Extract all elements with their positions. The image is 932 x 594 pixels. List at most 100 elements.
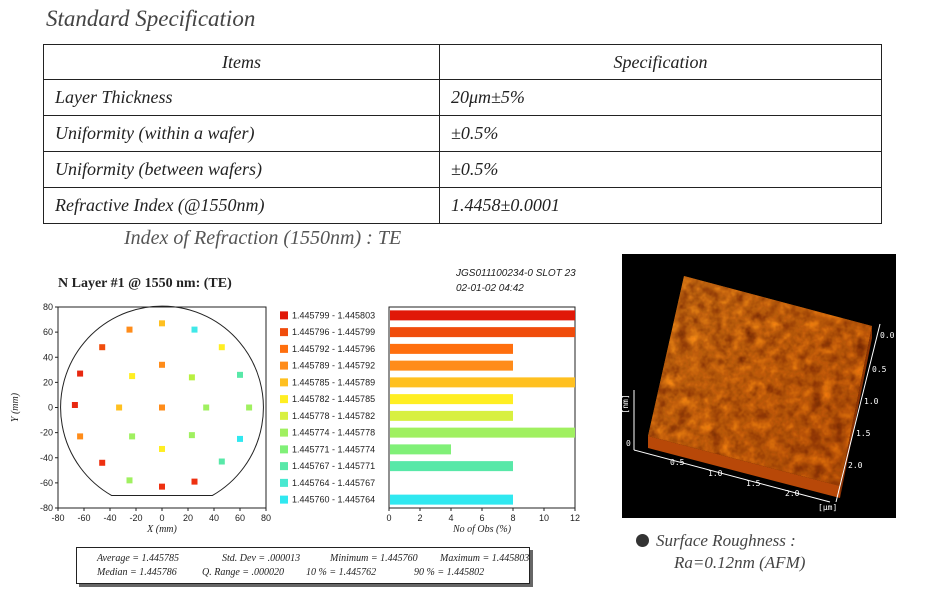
afm-surface-texture [648, 276, 872, 486]
stat-minimum: Minimum = 1.445760 [330, 553, 418, 564]
x-tick-label: -20 [129, 513, 142, 523]
x-tick-label: 4 [448, 513, 453, 523]
afm-x-tick-label: 1.5 [746, 479, 761, 488]
surface-roughness-note: Surface Roughness : Ra=0.12nm (AFM) [636, 530, 805, 574]
spec-table: Items Specification Layer Thickness 20μm… [43, 44, 882, 224]
data-point [126, 326, 133, 333]
data-point [246, 404, 253, 411]
histogram-bar [390, 427, 575, 438]
data-point [159, 404, 165, 411]
legend-label: 1.445799 - 1.445803 [292, 310, 375, 320]
data-point [77, 433, 84, 440]
legend-label: 1.445792 - 1.445796 [292, 344, 375, 354]
y-tick-label: -60 [40, 478, 53, 488]
row-spec: ±0.5% [439, 115, 882, 152]
row-item: Uniformity (between wafers) [43, 151, 440, 188]
data-point [237, 435, 243, 442]
x-tick-label: 12 [570, 513, 580, 523]
data-point [188, 374, 195, 381]
afm-y-tick-label: 0.0 [880, 331, 895, 340]
data-point [188, 432, 195, 439]
stat-std-dev: Std. Dev = .000013 [222, 553, 301, 564]
y-axis-label: Y (mm) [10, 392, 21, 422]
legend-label: 1.445796 - 1.445799 [292, 327, 375, 337]
afm-x-tick-label: 1.0 [708, 469, 723, 478]
roughness-label: Surface Roughness : [656, 531, 796, 550]
x-tick-label: -60 [77, 513, 90, 523]
legend-swatch [280, 428, 288, 437]
afm-x-tick-label: 2.0 [785, 489, 800, 498]
legend-label: 1.445785 - 1.445789 [292, 377, 375, 387]
histogram-bar [390, 410, 513, 421]
afm-y-tick-label: 0.5 [872, 365, 887, 374]
x-tick-label: 6 [479, 513, 484, 523]
legend-swatch [280, 311, 288, 320]
data-point [99, 344, 106, 351]
afm-x-tick-label: 0.5 [670, 458, 685, 467]
stat-90-percent: 90 % = 1.445802 [414, 567, 485, 578]
data-point [237, 371, 243, 378]
data-point [159, 483, 165, 490]
data-point [203, 404, 210, 411]
data-point [191, 326, 198, 333]
legend-label: 1.445789 - 1.445792 [292, 361, 375, 371]
y-tick-label: 0 [48, 403, 53, 413]
legend-swatch [280, 328, 288, 337]
x-tick-label: 0 [386, 513, 391, 523]
x-tick-label: 80 [261, 513, 271, 523]
data-point [126, 477, 133, 484]
y-tick-label: 20 [43, 377, 53, 387]
afm-y-tick-label: 1.5 [856, 429, 871, 438]
legend-swatch [280, 411, 288, 420]
legend-label: 1.445782 - 1.445785 [292, 394, 375, 404]
histogram-bar [390, 310, 575, 321]
row-item: Uniformity (within a wafer) [43, 115, 440, 152]
data-point [77, 370, 84, 377]
legend-label: 1.445774 - 1.445778 [292, 428, 375, 438]
table-row: Refractive Index (@1550nm) 1.4458±0.0001 [43, 187, 882, 224]
data-point [191, 478, 198, 485]
x-tick-label: 2 [417, 513, 422, 523]
stats-line-2: Median = 1.445786 Q. Range = .000020 10 % … [97, 566, 529, 580]
y-tick-label: -40 [40, 453, 53, 463]
afm-x-axis [633, 449, 831, 503]
wafer-outline [60, 305, 264, 496]
afm-axis-labels: 0.5 1.0 1.5 2.0 0.0 0.5 1.0 1.5 2.0 0 [nm] [μm] [622, 331, 895, 512]
x-tick-label: 0 [159, 513, 164, 523]
histogram-bar [390, 327, 575, 338]
row-item: Layer Thickness [43, 79, 440, 116]
sample-info: JGS011100234-0 SLOT 23 02-01-02 04:42 [456, 266, 576, 296]
y-tick-label: -20 [40, 428, 53, 438]
histogram-bar [390, 494, 513, 505]
afm-3d-plot: 0.5 1.0 1.5 2.0 0.0 0.5 1.0 1.5 2.0 0 [nm] [μm] [622, 276, 895, 512]
stat-maximum: Maximum = 1.445803 [440, 553, 530, 564]
afm-z-tick-label: 0 [626, 439, 631, 448]
legend-swatch [280, 478, 288, 487]
roughness-value: Ra=0.12nm (AFM) [674, 553, 806, 572]
afm-y-tick-label: 2.0 [848, 461, 863, 470]
x-axis-label: No of Obs (%) [452, 524, 512, 535]
statistics-box: Average = 1.445785 Std. Dev = .000013 Mini… [76, 547, 530, 584]
legend-swatch [280, 378, 288, 387]
table-row: Uniformity (between wafers) ±0.5% [43, 151, 882, 188]
y-tick-label: 60 [43, 327, 53, 337]
histogram-bar [390, 394, 513, 405]
afm-surface-image: 0.5 1.0 1.5 2.0 0.0 0.5 1.0 1.5 2.0 0 [nm] [μm] [622, 254, 896, 518]
data-point [129, 433, 136, 440]
data-point [99, 459, 106, 466]
data-point [159, 445, 165, 452]
x-tick-label: 60 [235, 513, 245, 523]
x-tick-label: -80 [51, 513, 64, 523]
row-item: Refractive Index (@1550nm) [43, 187, 440, 224]
legend-label: 1.445778 - 1.445782 [292, 411, 375, 421]
stat-average: Average = 1.445785 [97, 553, 180, 564]
stat-q-range: Q. Range = .000020 [202, 567, 285, 578]
x-tick-label: 8 [510, 513, 515, 523]
sample-id: JGS011100234-0 SLOT 23 [456, 268, 576, 279]
measurement-timestamp: 02-01-02 04:42 [456, 283, 524, 294]
stats-line-1: Average = 1.445785 Std. Dev = .000013 Mini… [97, 552, 529, 566]
stat-median: Median = 1.445786 [97, 567, 177, 578]
afm-z-unit: [nm] [622, 394, 630, 413]
legend-swatch [280, 344, 288, 353]
